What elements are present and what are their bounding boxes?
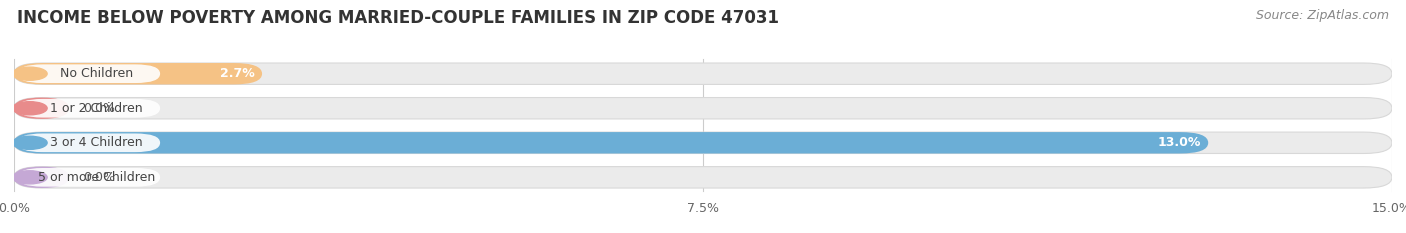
FancyBboxPatch shape [18,168,160,187]
Text: No Children: No Children [60,67,134,80]
FancyBboxPatch shape [18,134,160,152]
Circle shape [13,171,48,184]
Circle shape [13,102,48,115]
Text: 2.7%: 2.7% [219,67,254,80]
Circle shape [13,136,48,149]
Text: 13.0%: 13.0% [1157,136,1201,149]
Text: Source: ZipAtlas.com: Source: ZipAtlas.com [1256,9,1389,22]
FancyBboxPatch shape [14,167,69,188]
Text: 0.0%: 0.0% [83,102,115,115]
FancyBboxPatch shape [14,167,1392,188]
Circle shape [13,67,48,80]
Text: 3 or 4 Children: 3 or 4 Children [51,136,143,149]
Text: INCOME BELOW POVERTY AMONG MARRIED-COUPLE FAMILIES IN ZIP CODE 47031: INCOME BELOW POVERTY AMONG MARRIED-COUPL… [17,9,779,27]
FancyBboxPatch shape [14,98,69,119]
Text: 1 or 2 Children: 1 or 2 Children [51,102,143,115]
FancyBboxPatch shape [14,98,1392,119]
FancyBboxPatch shape [14,63,262,84]
Text: 5 or more Children: 5 or more Children [38,171,155,184]
FancyBboxPatch shape [18,99,160,118]
FancyBboxPatch shape [14,132,1208,154]
FancyBboxPatch shape [14,132,1392,154]
FancyBboxPatch shape [18,64,160,83]
FancyBboxPatch shape [14,63,1392,84]
Text: 0.0%: 0.0% [83,171,115,184]
